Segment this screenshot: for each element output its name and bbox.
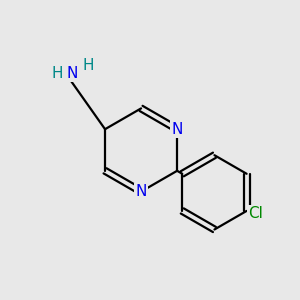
Text: N: N bbox=[67, 66, 78, 81]
Text: H: H bbox=[51, 66, 63, 81]
Text: N: N bbox=[171, 122, 183, 137]
Text: N: N bbox=[135, 184, 147, 199]
Text: H: H bbox=[82, 58, 94, 74]
Text: Cl: Cl bbox=[248, 206, 263, 221]
